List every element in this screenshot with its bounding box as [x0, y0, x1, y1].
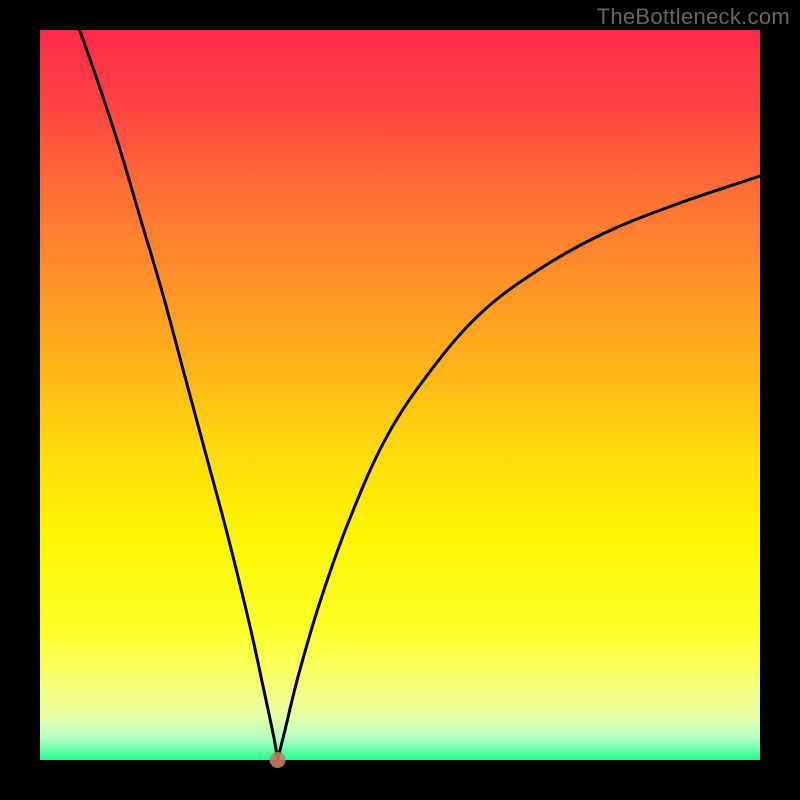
bottleneck-chart: [0, 0, 800, 800]
chart-background: [40, 30, 760, 760]
optimum-marker: [270, 752, 286, 768]
